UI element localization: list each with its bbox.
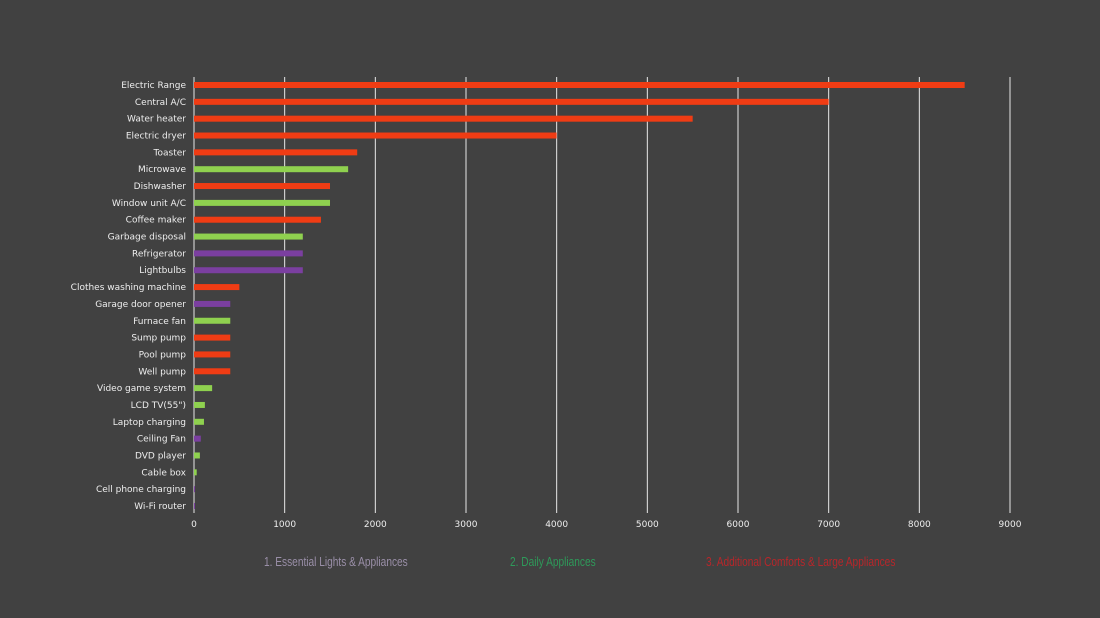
x-tick-label: 6000 [727,520,750,530]
category-label: Cable box [141,468,186,478]
category-label: Electric Range [121,81,186,91]
category-label: Clothes washing machine [71,283,187,293]
x-tick-label: 3000 [455,520,478,530]
bar [194,385,213,392]
category-label: Sump pump [131,334,186,344]
category-label: Window unit A/C [112,199,186,209]
category-label: Central A/C [135,98,186,108]
category-label: Wi-Fi router [134,502,186,512]
bar [194,199,330,206]
category-label: Lightbulbs [139,266,186,276]
category-label: Garage door opener [95,300,186,310]
bar [194,503,195,509]
category-label: Video game system [97,384,186,394]
bar [194,250,303,257]
category-label: Dishwasher [134,182,187,192]
category-label: DVD player [135,451,186,461]
category-label: Well pump [138,367,186,377]
category-label: Furnace fan [133,317,186,327]
category-label: Microwave [138,165,186,175]
bar [194,317,231,324]
bar [194,368,231,375]
bar [194,98,829,105]
x-tick-label: 1000 [273,520,296,530]
category-label: Toaster [153,148,187,158]
category-label: Ceiling Fan [137,435,186,445]
category-label: Refrigerator [132,249,186,259]
bar [194,267,303,274]
bar [194,334,231,341]
bar [194,401,205,408]
x-tick-label: 4000 [545,520,568,530]
bar [194,149,358,156]
category-label: Coffee maker [126,216,187,226]
category-label: Garbage disposal [108,233,186,243]
x-tick-label: 8000 [908,520,931,530]
legend-item-3: 3. Additional Comforts & Large Appliance… [706,554,896,569]
category-label: Pool pump [139,350,187,360]
category-label: Water heater [127,115,186,125]
category-label: Cell phone charging [96,485,186,495]
bar [194,469,197,476]
bar [194,435,201,442]
bar [194,115,693,122]
category-label: Laptop charging [113,418,186,428]
bar [194,233,303,240]
bar [194,82,965,88]
x-tick-label: 5000 [636,520,659,530]
bar [194,418,204,425]
bar [194,486,195,493]
bar [194,351,231,358]
legend-item-1: 1. Essential Lights & Appliances [264,554,408,569]
category-label: Electric dryer [126,132,186,142]
x-tick-label: 7000 [817,520,840,530]
x-tick-label: 9000 [999,520,1022,530]
bar [194,132,557,139]
bar [194,166,349,173]
category-label: LCD TV(55") [131,401,186,411]
bar [194,183,330,190]
bar [194,216,321,223]
bar [194,284,240,291]
bar [194,300,231,307]
x-tick-label: 2000 [364,520,387,530]
bar [194,452,200,459]
x-tick-label: 0 [191,520,197,530]
legend-item-2: 2. Daily Appliances [510,554,596,569]
